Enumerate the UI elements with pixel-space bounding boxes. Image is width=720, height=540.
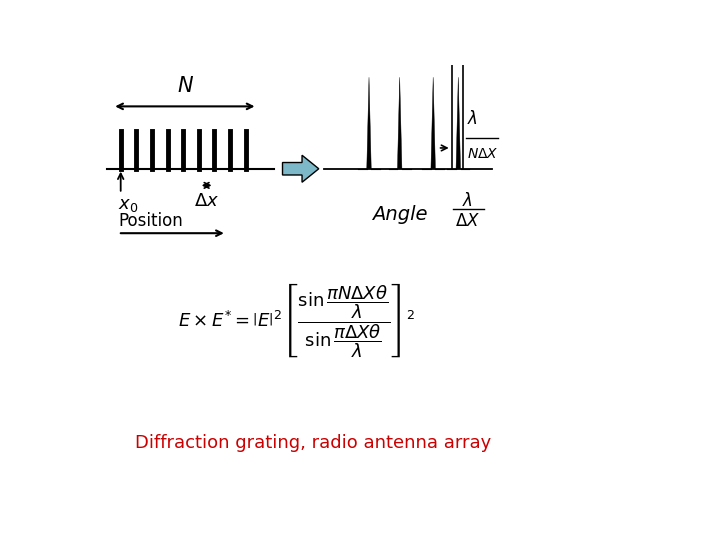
Text: $N\Delta X$: $N\Delta X$ [467, 147, 499, 161]
Text: $E \times E^{*} = \left|E\right|^{2}\left[\dfrac{\sin\dfrac{\pi N \Delta X \thet: $E \times E^{*} = \left|E\right|^{2}\lef… [178, 281, 415, 360]
Polygon shape [456, 77, 461, 168]
Text: N: N [177, 76, 193, 96]
Text: Angle: Angle [372, 205, 428, 224]
Text: Diffraction grating, radio antenna array: Diffraction grating, radio antenna array [135, 434, 491, 452]
Text: $\lambda$: $\lambda$ [467, 110, 478, 128]
Polygon shape [397, 77, 402, 168]
Polygon shape [282, 155, 319, 183]
Text: $\lambda$: $\lambda$ [462, 192, 472, 210]
Text: Position: Position [118, 212, 183, 231]
Polygon shape [431, 77, 436, 168]
Text: $\Delta x$: $\Delta x$ [194, 192, 219, 210]
Text: $x_0$: $x_0$ [118, 196, 138, 214]
Polygon shape [366, 77, 372, 168]
Text: $\Delta X$: $\Delta X$ [454, 212, 480, 231]
